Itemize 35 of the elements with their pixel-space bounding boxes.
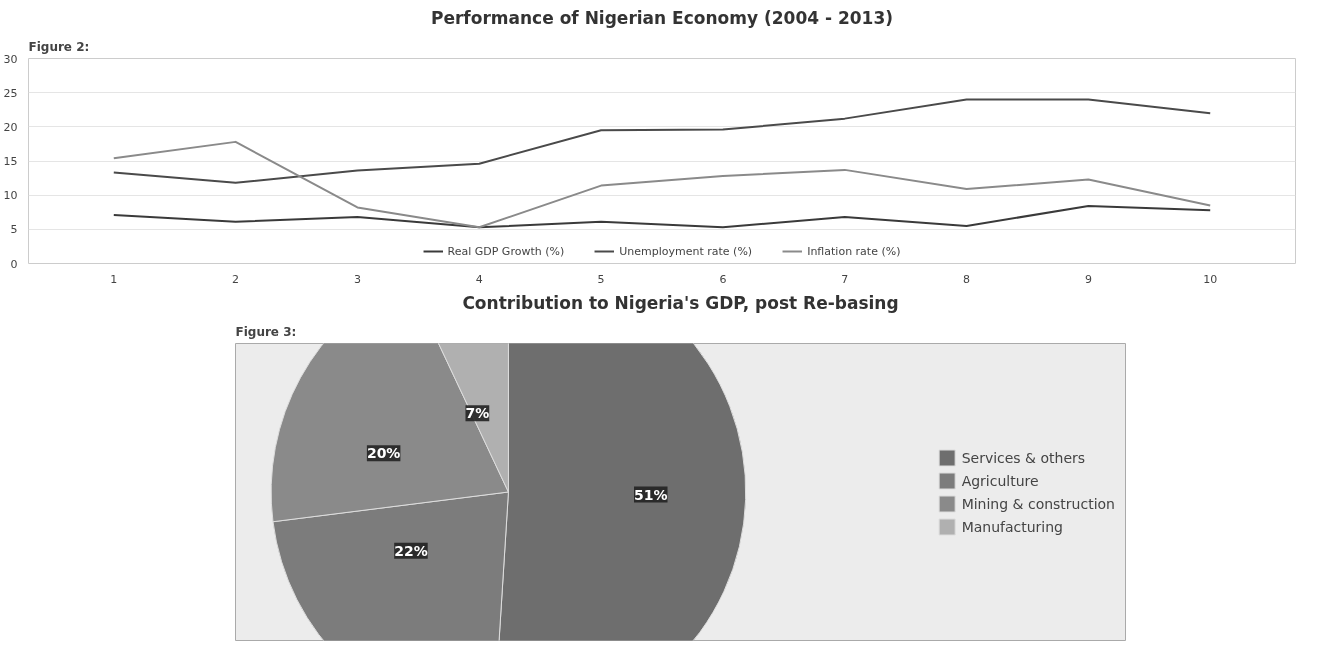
y-tick-label: 0 xyxy=(10,257,18,271)
x-tick-label: 9 xyxy=(1084,272,1092,286)
chart-title: Performance of Nigerian Economy (2004 - 2013) xyxy=(430,7,894,28)
legend-label: Unemployment rate (%) xyxy=(619,244,753,258)
data-label: 22% xyxy=(394,542,428,559)
x-tick-label: 1 xyxy=(110,272,118,286)
legend-label: Real GDP Growth (%) xyxy=(447,244,565,258)
y-tick-label: 15 xyxy=(3,155,18,168)
x-tick-label: 5 xyxy=(597,272,605,286)
y-tick-label: 30 xyxy=(3,52,18,66)
y-tick-label: 5 xyxy=(10,223,18,237)
x-tick-label: 10 xyxy=(1203,272,1218,286)
x-tick-label: 4 xyxy=(475,272,483,286)
legend-label: Services & others xyxy=(961,449,1086,465)
y-tick-label: 20 xyxy=(3,120,18,134)
chart-title: Contribution to Nigeria's GDP, post Re-basing xyxy=(462,292,899,313)
caption: Figure 2: xyxy=(28,39,90,54)
x-tick-label: 7 xyxy=(841,272,849,286)
data-label: 51% xyxy=(634,486,668,503)
line-series xyxy=(112,140,1212,229)
legend-label: Mining & construction xyxy=(961,495,1115,511)
legend-label: Inflation rate (%) xyxy=(807,244,901,258)
x-tick-label: 6 xyxy=(719,272,727,286)
legend-label: Manufacturing xyxy=(961,518,1064,534)
caption: Figure 3: xyxy=(235,324,297,339)
x-tick-label: 2 xyxy=(232,272,240,286)
line-series xyxy=(112,98,1212,184)
x-tick-label: 3 xyxy=(353,272,361,286)
y-tick-label: 10 xyxy=(3,189,18,203)
y-tick-label: 25 xyxy=(3,86,18,100)
data-label: 20% xyxy=(366,445,401,462)
x-tick-label: 8 xyxy=(963,272,971,286)
line-series xyxy=(112,205,1212,229)
data-label: 7% xyxy=(465,405,490,422)
legend-label: Agriculture xyxy=(961,472,1039,488)
